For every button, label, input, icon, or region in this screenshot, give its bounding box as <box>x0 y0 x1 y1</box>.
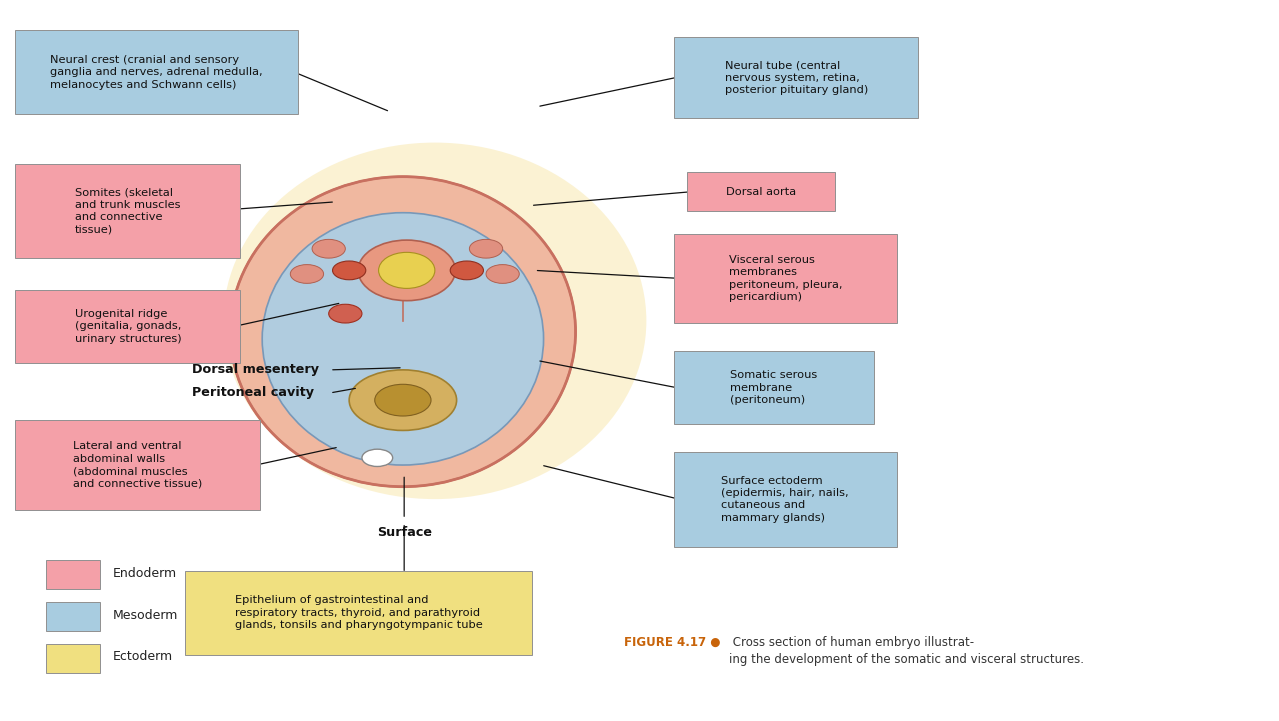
Ellipse shape <box>358 240 455 301</box>
Text: Neural crest (cranial and sensory
ganglia and nerves, adrenal medulla,
melanocyt: Neural crest (cranial and sensory gangli… <box>50 55 263 89</box>
FancyBboxPatch shape <box>15 290 240 363</box>
Text: Dorsal mesentery: Dorsal mesentery <box>192 363 318 376</box>
Circle shape <box>486 265 519 283</box>
Circle shape <box>349 370 457 430</box>
FancyBboxPatch shape <box>185 571 532 655</box>
FancyBboxPatch shape <box>15 420 260 510</box>
Text: Dorsal aorta: Dorsal aorta <box>726 187 796 197</box>
Text: Visceral serous
membranes
peritoneum, pleura,
pericardium): Visceral serous membranes peritoneum, pl… <box>729 255 842 302</box>
FancyBboxPatch shape <box>46 644 100 673</box>
Text: Lateral and ventral
abdominal walls
(abdominal muscles
and connective tissue): Lateral and ventral abdominal walls (abd… <box>73 441 202 489</box>
Text: Mesoderm: Mesoderm <box>113 609 178 622</box>
Text: Ectoderm: Ectoderm <box>113 650 173 663</box>
Circle shape <box>290 265 324 283</box>
FancyBboxPatch shape <box>46 602 100 631</box>
Circle shape <box>450 261 483 280</box>
Circle shape <box>375 384 431 416</box>
Text: Endoderm: Endoderm <box>113 567 177 580</box>
Text: Somatic serous
membrane
(peritoneum): Somatic serous membrane (peritoneum) <box>730 370 817 405</box>
Ellipse shape <box>224 143 646 499</box>
FancyBboxPatch shape <box>15 30 298 114</box>
FancyBboxPatch shape <box>15 164 240 258</box>
Circle shape <box>333 261 366 280</box>
Circle shape <box>329 304 362 323</box>
Text: FIGURE 4.17 ●: FIGURE 4.17 ● <box>624 636 720 649</box>
Text: Surface: Surface <box>376 526 432 539</box>
Text: Urogenital ridge
(genitalia, gonads,
urinary structures): Urogenital ridge (genitalia, gonads, uri… <box>74 309 182 344</box>
Text: Epithelium of gastrointestinal and
respiratory tracts, thyroid, and parathyroid
: Epithelium of gastrointestinal and respi… <box>235 596 482 630</box>
FancyBboxPatch shape <box>674 37 918 118</box>
FancyBboxPatch shape <box>674 234 897 323</box>
Ellipse shape <box>379 252 435 288</box>
FancyBboxPatch shape <box>674 452 897 547</box>
Text: Surface ectoderm
(epidermis, hair, nails,
cutaneous and
mammary glands): Surface ectoderm (epidermis, hair, nails… <box>721 476 849 523</box>
Circle shape <box>469 239 503 258</box>
Circle shape <box>362 449 393 466</box>
Circle shape <box>312 239 345 258</box>
Text: Somites (skeletal
and trunk muscles
and connective
tissue): Somites (skeletal and trunk muscles and … <box>75 187 180 234</box>
FancyBboxPatch shape <box>674 351 874 424</box>
FancyBboxPatch shape <box>46 560 100 589</box>
Text: Cross section of human embryo illustrat-
ing the development of the somatic and : Cross section of human embryo illustrat-… <box>729 636 1085 666</box>
Text: Neural tube (central
nervous system, retina,
posterior pituitary gland): Neural tube (central nervous system, ret… <box>724 60 868 95</box>
Text: Peritoneal cavity: Peritoneal cavity <box>192 386 313 399</box>
Ellipse shape <box>230 177 576 487</box>
Ellipse shape <box>262 213 544 465</box>
FancyBboxPatch shape <box>687 172 835 211</box>
